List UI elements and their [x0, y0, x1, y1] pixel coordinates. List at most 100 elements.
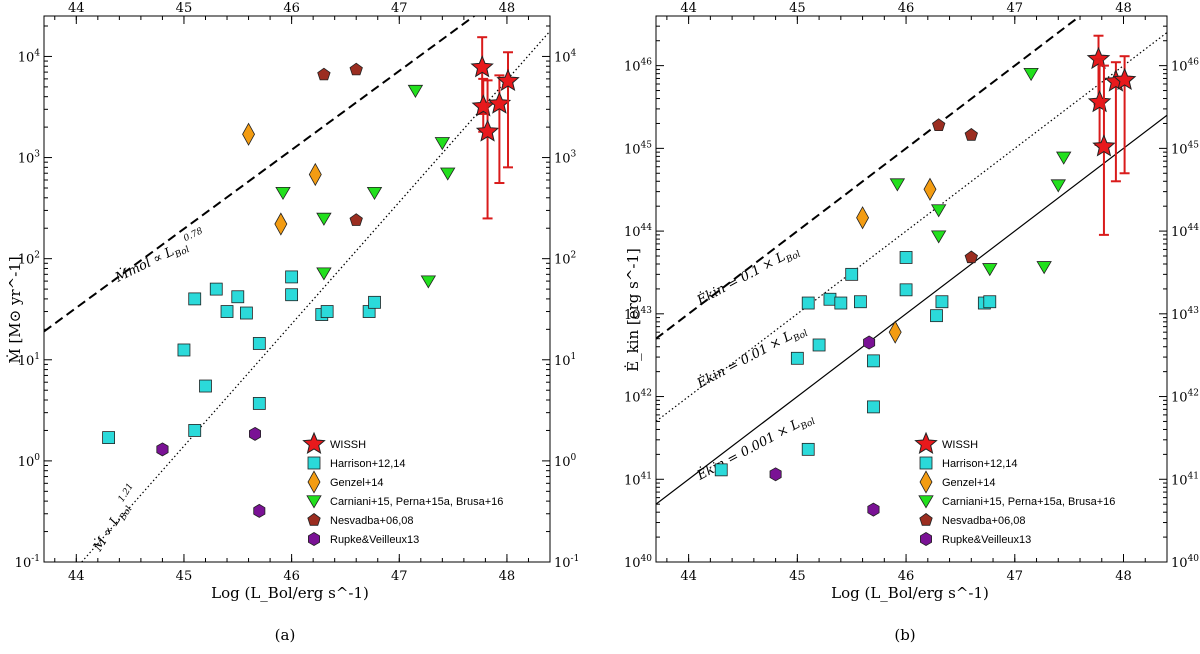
- panel-b-xtick-label-top: 44: [680, 1, 697, 16]
- panel-a-xtick-label-top: 45: [176, 1, 193, 16]
- panel-b-series-hexagon: [769, 335, 880, 517]
- panel-a-point-triangle-down: [440, 167, 456, 181]
- panel-a-ytick-exp: -1: [571, 554, 580, 564]
- panel-b-xtick-label-top: 48: [1115, 1, 1132, 16]
- panel-b-ytick-base: 10: [1171, 142, 1188, 157]
- panel-b-ytick-label-right: 1040: [1171, 554, 1199, 571]
- panel-b-point-star: [1112, 67, 1137, 90]
- panel-a-ytick-exp: 2: [571, 251, 577, 261]
- panel-a-series-diamond: [242, 122, 322, 236]
- panel-a-legend-marker-triangle-down: [306, 495, 322, 509]
- panel-b-xtick-label-bottom: 47: [1007, 569, 1024, 584]
- panel-a-point-square: [188, 424, 202, 437]
- panel-b-xtick-label-bottom: 46: [898, 569, 915, 584]
- panel-a-legend-label: Genzel+14: [330, 477, 384, 489]
- panel-b-point-triangle-down: [1056, 151, 1072, 165]
- panel-b-ytick-base: 10: [624, 225, 641, 240]
- panel-b-ytick-label-left: 1042: [624, 389, 652, 406]
- panel-a-legend-marker-diamond: [307, 470, 321, 494]
- panel-a-chart: Ṁmol ∝ LBol0.78 Ṁ ∝ LBol1.21 Log (L_Bol/…: [6, 1, 580, 644]
- panel-a-point-triangle-down: [434, 137, 451, 151]
- panel-b-ytick-exp: 43: [641, 306, 653, 316]
- panel-b-ytick-exp: 44: [1188, 223, 1200, 233]
- panel-b-series-diamond: [856, 177, 937, 344]
- panel-a-point-diamond: [242, 122, 256, 146]
- panel-b-point-pentagon: [932, 118, 946, 132]
- panel-b-series-pentagon: [932, 118, 978, 264]
- panel-a-xtick-label-bottom: 47: [391, 569, 408, 584]
- panel-b-ytick-label-right: 1042: [1171, 389, 1199, 406]
- panel-a-point-square: [231, 290, 245, 304]
- panel-a-point-square: [252, 337, 266, 350]
- panel-b-point-pentagon: [964, 250, 978, 264]
- panel-b-legend-label: Rupke&Veilleux13: [942, 534, 1031, 546]
- panel-b-point-square: [867, 354, 880, 368]
- panel-b-point-hexagon: [769, 467, 782, 482]
- panel-b-series-square: [714, 251, 997, 477]
- panel-b-point-square: [714, 463, 728, 477]
- panel-b-point-triangle-down: [1023, 68, 1039, 82]
- panel-a-ytick-base: 10: [554, 455, 571, 470]
- panel-a-point-square: [368, 295, 381, 309]
- panel-b-xtick-label-bottom: 48: [1115, 569, 1132, 584]
- panel-a-xtick-label-top: 46: [283, 1, 300, 16]
- panel-b-point-square: [801, 442, 815, 456]
- panel-b-series-triangle-down: [889, 68, 1072, 277]
- panel-a-ytick-exp: 0: [571, 453, 577, 463]
- panel-a-caption: (a): [275, 626, 296, 644]
- panel-a-ytick-label-right: 101: [554, 352, 576, 369]
- panel-b-line-dotted: [656, 32, 1167, 422]
- panel-a-series-square: [102, 270, 381, 444]
- panel-b-xtick-label-bottom: 45: [789, 569, 806, 584]
- panel-a-ytick-base: 10: [18, 152, 35, 167]
- panel-a-ytick-base: 10: [15, 556, 32, 571]
- panel-b-ytick-exp: 46: [1188, 58, 1200, 68]
- panel-b-xtick-label-top: 46: [898, 1, 915, 16]
- panel-a-point-triangle-down: [316, 267, 332, 281]
- panel-b-ytick-base: 10: [624, 556, 641, 571]
- panel-b-legend-marker-square: [919, 456, 933, 470]
- panel-b-ytick-base: 10: [624, 142, 641, 157]
- panel-a-ytick-label-left: 10-1: [15, 554, 40, 571]
- panel-b-point-square: [834, 296, 848, 310]
- panel-a-dashed-line-label: Ṁmol ∝ LBol0.78: [111, 226, 210, 289]
- panel-b-point-triangle-down: [1050, 179, 1066, 193]
- panel-b-point-square: [845, 267, 859, 281]
- panel-a-ytick-exp: 2: [34, 251, 40, 261]
- panel-b-legend-marker-star: [914, 431, 938, 454]
- panel-b-ytick-base: 10: [1171, 473, 1188, 488]
- panel-b-ytick-exp: 44: [641, 223, 653, 233]
- panel-a-ytick-base: 10: [554, 253, 571, 268]
- panel-b-ytick-exp: 41: [1188, 471, 1199, 481]
- panel-b-ytick-base: 10: [1171, 308, 1188, 323]
- panel-b-point-star: [1092, 134, 1116, 157]
- panel-b-ytick-base: 10: [624, 391, 641, 406]
- panel-b-ytick-base: 10: [1171, 391, 1188, 406]
- panel-a-point-square: [199, 379, 212, 393]
- panel-b-point-square: [790, 351, 804, 365]
- panel-b-ytick-base: 10: [1171, 225, 1188, 240]
- panel-b-ytick-exp: 41: [641, 471, 652, 481]
- panel-a-dotted-line-label: Ṁ ∝ LBol1.21: [88, 482, 146, 557]
- panel-a-point-star: [475, 119, 500, 142]
- panel-a-point-triangle-down: [366, 186, 383, 201]
- panel-b-series-star: [1086, 34, 1137, 236]
- panel-b-reference-lines: [656, 16, 1167, 505]
- panel-b-ytick-label-left: 1041: [624, 471, 652, 488]
- panel-a-legend-marker-pentagon: [307, 513, 321, 526]
- panel-a-legend-marker-hexagon: [307, 532, 321, 546]
- panel-a-point-square: [320, 305, 334, 318]
- panel-b-x-axis-title: Log (L_Bol/erg s^-1): [831, 584, 989, 602]
- panel-a-xtick-label-top: 48: [499, 1, 516, 16]
- panel-b-point-square: [899, 251, 913, 264]
- panel-b-point-triangle-down: [982, 263, 998, 277]
- panel-a-point-square: [209, 282, 223, 296]
- panel-b-ytick-base: 10: [624, 60, 641, 75]
- panel-b-legend-marker-pentagon: [919, 513, 933, 526]
- panel-a-ytick-exp: 1: [34, 352, 40, 362]
- panel-b-point-square: [935, 295, 949, 309]
- panel-b-point-pentagon: [964, 128, 978, 141]
- panel-a-line-dashed: [44, 16, 476, 333]
- panel-a-point-pentagon: [349, 213, 363, 226]
